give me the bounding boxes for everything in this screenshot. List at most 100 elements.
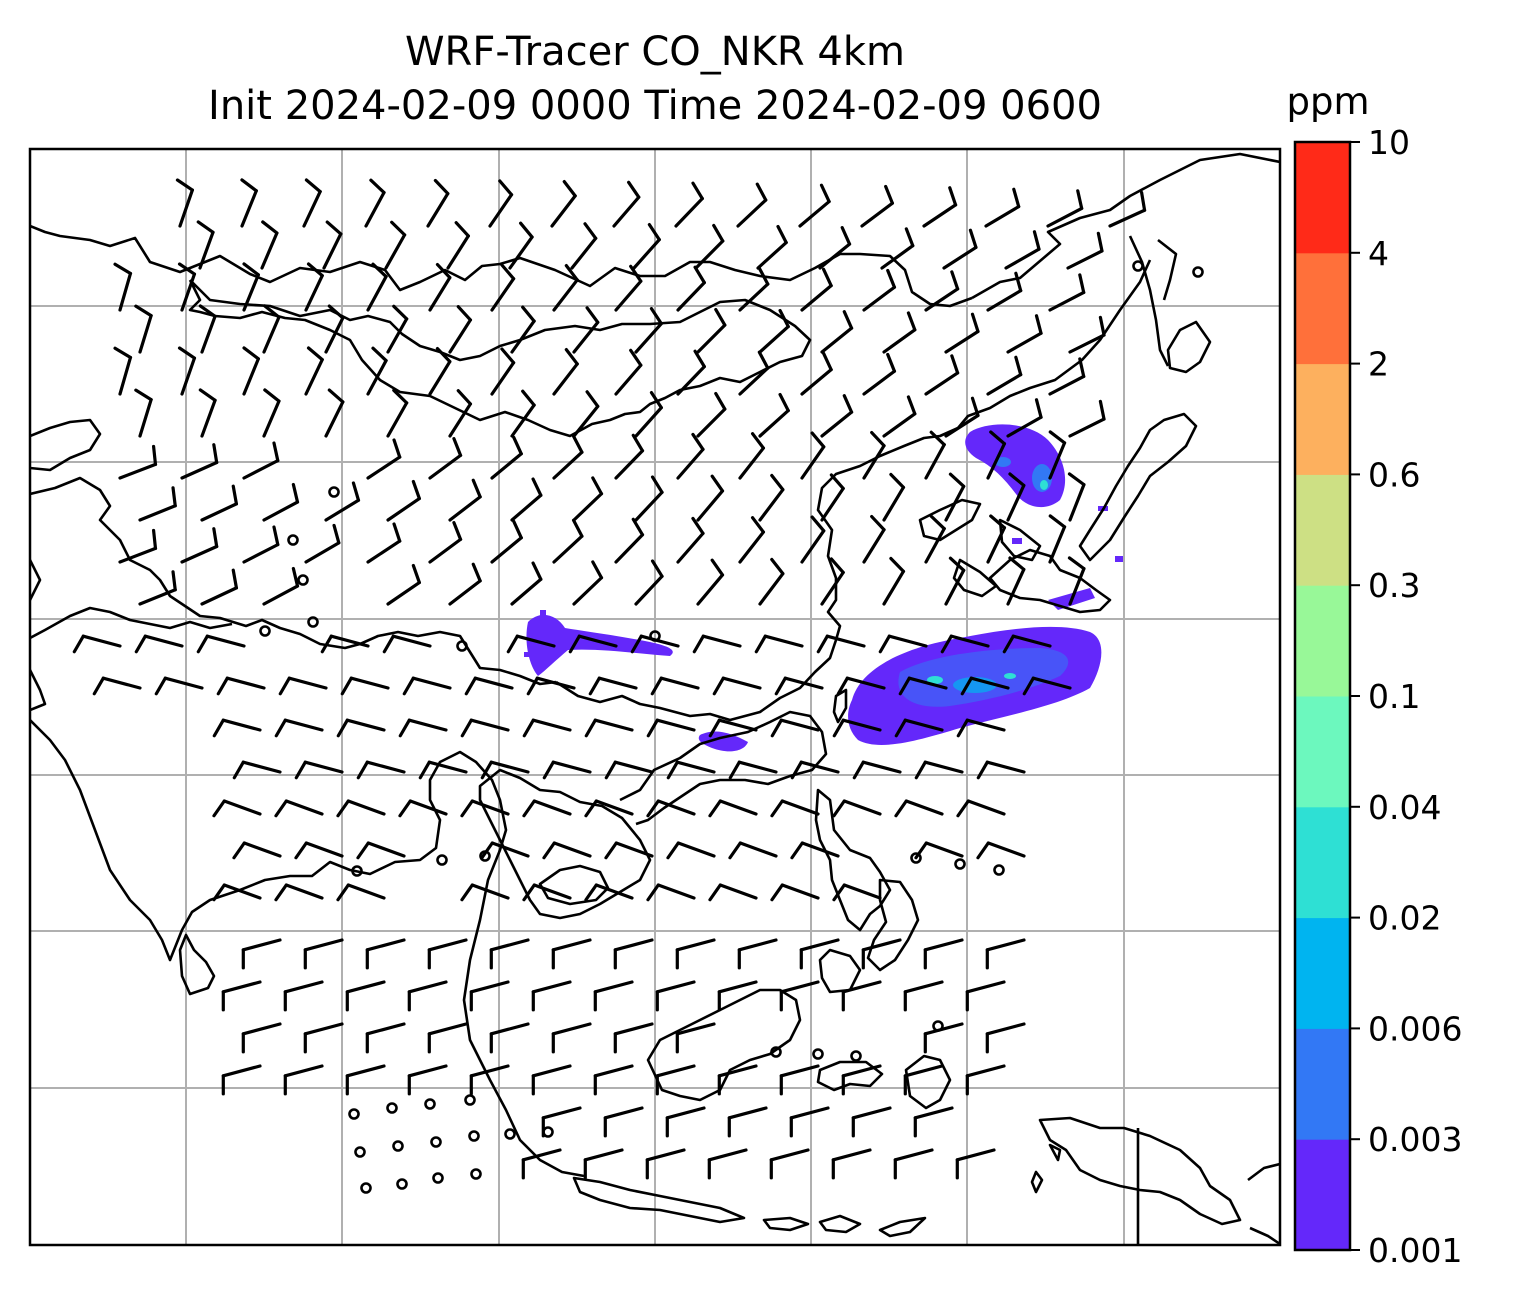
wind-barb-feather [564, 348, 579, 366]
wind-barb [138, 314, 153, 354]
colorbar-tick-label: 0.006 [1368, 1009, 1462, 1048]
wind-barb [882, 485, 906, 522]
wind-barb-feather [836, 676, 849, 696]
wind-barb [904, 799, 944, 816]
wind-barb [240, 189, 258, 228]
wind-barb [283, 1064, 324, 1078]
wind-barb [510, 319, 536, 354]
wind-barb [384, 233, 407, 270]
wind-barb [138, 398, 153, 438]
wind-barb [1048, 441, 1067, 480]
wind-barb [322, 232, 343, 270]
wind-barb-feather [754, 634, 767, 654]
wind-barb [345, 1064, 386, 1078]
wind-barb-feather [810, 515, 826, 533]
wind-barb [386, 580, 421, 606]
colorbar-bin [1295, 474, 1350, 586]
wind-barb [490, 361, 516, 396]
wind-barb-feather [327, 388, 345, 404]
wind-barb [1031, 676, 1072, 690]
wind-barb [541, 1106, 582, 1120]
tracer-plume-korea-japan [965, 424, 1123, 610]
wind-barb-feather [369, 178, 386, 195]
wind-barb-feather [886, 352, 897, 373]
colorbar-bin [1295, 806, 1350, 919]
wind-barb-feather [894, 718, 907, 738]
wind-barb [738, 530, 765, 564]
wind-barb-feather [757, 350, 770, 370]
wind-barb-feather [304, 178, 322, 194]
wind-barb-feather [1034, 398, 1043, 419]
wind-barb [1066, 249, 1104, 270]
wind-barb-feather [898, 676, 911, 696]
wind-barb [717, 980, 758, 994]
wind-barb [284, 799, 324, 816]
wind-barb [225, 676, 266, 690]
calm-wind-circle [993, 864, 1005, 876]
wind-barb [473, 676, 514, 690]
wind-barb [101, 676, 142, 690]
wind-barb [842, 799, 882, 816]
wind-barb-feather [584, 718, 597, 738]
colorbar-tick-label: 0.04 [1368, 788, 1441, 827]
wind-barb-feather [336, 883, 350, 902]
wind-barb-feather [774, 676, 787, 696]
wind-barb-feather [968, 228, 978, 250]
wind-barb [1004, 247, 1041, 270]
wind-barb [221, 718, 262, 732]
wind-barb [779, 980, 820, 994]
wind-barb-feather [460, 799, 474, 818]
wind-barb [949, 634, 990, 648]
wind-barb [446, 234, 470, 270]
wind-barb-feather [691, 516, 705, 535]
colorbar-tick-label: 0.001 [1368, 1231, 1462, 1270]
wind-barb [798, 199, 831, 228]
wind-barb-feather [351, 481, 361, 502]
wind-barb-feather [832, 799, 846, 818]
wind-barb-feather [382, 634, 395, 654]
wind-barb-feather [906, 395, 917, 416]
wind-barb-feather [522, 718, 535, 738]
wind-barb [986, 526, 1007, 564]
wind-barb-feather [232, 760, 245, 780]
wind-barb-feather [480, 760, 493, 780]
calm-wind-circle [396, 1178, 408, 1190]
wind-barb [800, 368, 833, 396]
wind-barb [1068, 417, 1106, 438]
wind-barb [262, 584, 300, 606]
wind-barb-feather [708, 799, 722, 818]
wind-barb-feather [886, 268, 897, 289]
wind-barb-feather [712, 676, 725, 696]
wind-barb [200, 398, 217, 438]
wind-barb-feather [649, 391, 663, 410]
wind-barb-feather [878, 634, 891, 654]
wind-barb [324, 498, 361, 522]
wind-barb-feather [950, 270, 960, 291]
wind-barb-feather [526, 676, 539, 696]
wind-barb-feather [976, 841, 990, 860]
wind-barb [738, 366, 770, 396]
wind-barb [1048, 374, 1086, 396]
wind-barb [490, 841, 530, 858]
wind-barb [737, 938, 778, 952]
wind-barb-feather [452, 521, 463, 541]
wind-barb [923, 938, 964, 952]
wind-barb-feather [852, 760, 865, 780]
wind-barb [862, 528, 886, 564]
wind-barb [448, 579, 482, 606]
wind-barb-feather [770, 718, 783, 738]
wind-barb [769, 1148, 810, 1162]
wind-barb [851, 1106, 892, 1120]
wind-barb [366, 358, 388, 396]
wind-barb [180, 272, 197, 312]
wind-barb [614, 449, 645, 480]
wind-barb-feather [198, 304, 217, 318]
wind-barb [532, 799, 572, 816]
wind-barb [862, 369, 897, 396]
wind-barb [138, 504, 177, 522]
wind-barb [1046, 206, 1084, 228]
wind-barb [163, 676, 204, 690]
colorbar-tick-label: 0.003 [1368, 1120, 1462, 1159]
wind-barb [986, 289, 1023, 312]
wind-barb-feather [522, 883, 536, 902]
